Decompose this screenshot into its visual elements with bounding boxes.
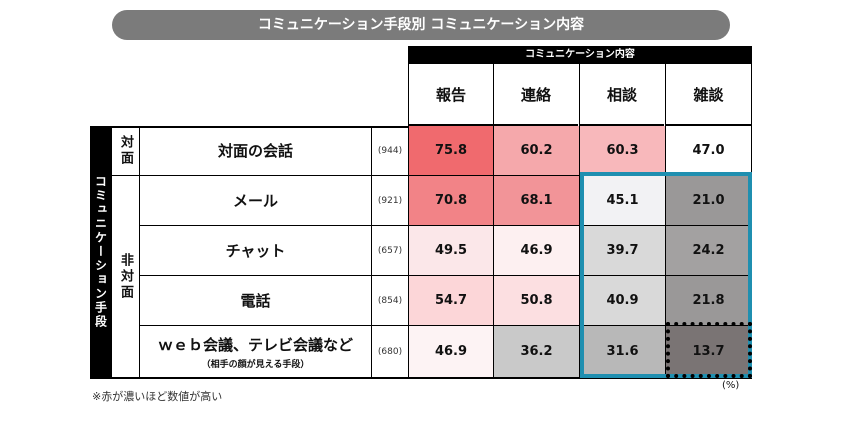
row-label: チャット bbox=[140, 226, 372, 276]
row-sample-count: (854) bbox=[372, 276, 408, 326]
column-header-contact: 連絡 bbox=[493, 64, 578, 126]
row-label-text: 対面の会話 bbox=[217, 142, 293, 160]
value-cell: 21.8 bbox=[665, 276, 752, 326]
value-cell: 54.7 bbox=[408, 276, 493, 326]
column-header-chat: 雑談 bbox=[665, 64, 752, 126]
row-label: ｗｅｂ会議、テレビ会議など （相手の顔が見える手段） bbox=[140, 326, 372, 378]
row-sample-count: (944) bbox=[372, 126, 408, 176]
value-cell: 68.1 bbox=[493, 176, 579, 226]
row-sample-count: (657) bbox=[372, 226, 408, 276]
footnote: ※赤が濃いほど数値が高い bbox=[92, 390, 223, 403]
row-sample-count: (921) bbox=[372, 176, 408, 226]
unit-label: (%) bbox=[722, 380, 740, 391]
row-label: メール bbox=[140, 176, 372, 226]
value-cell: 31.6 bbox=[579, 326, 665, 378]
header-band-communication-content: コミュニケーション内容 bbox=[408, 46, 752, 64]
vertical-label-communication-means: コミュニケーション手段 bbox=[90, 126, 112, 378]
row-label-text: メール bbox=[232, 192, 278, 210]
value-cell: 46.9 bbox=[408, 326, 493, 378]
row-label-text: ｗｅｂ会議、テレビ会議など bbox=[157, 335, 353, 354]
column-header-report: 報告 bbox=[408, 64, 493, 126]
value-cell: 75.8 bbox=[408, 126, 493, 176]
value-cell: 36.2 bbox=[493, 326, 579, 378]
value-cell: 47.0 bbox=[665, 126, 752, 176]
group-label-face: 対面 bbox=[112, 126, 140, 176]
row-label-text: 電話 bbox=[240, 292, 271, 310]
column-header-consult: 相談 bbox=[579, 64, 664, 126]
chart-title: コミュニケーション手段別 コミュニケーション内容 bbox=[112, 10, 730, 40]
value-cell: 49.5 bbox=[408, 226, 493, 276]
table-bottom-rule bbox=[90, 377, 752, 379]
value-cell: 21.0 bbox=[665, 176, 752, 226]
value-cell: 50.8 bbox=[493, 276, 579, 326]
value-cell: 60.2 bbox=[493, 126, 579, 176]
value-cell: 13.7 bbox=[665, 326, 752, 378]
row-label-text: チャット bbox=[225, 242, 286, 260]
value-cell: 45.1 bbox=[579, 176, 665, 226]
value-cell: 39.7 bbox=[579, 226, 665, 276]
value-cell: 60.3 bbox=[579, 126, 665, 176]
value-cell: 24.2 bbox=[665, 226, 752, 276]
row-label-subtext: （相手の顔が見える手段） bbox=[201, 359, 310, 370]
value-cell: 70.8 bbox=[408, 176, 493, 226]
group-label-nonface: 非対面 bbox=[112, 176, 140, 378]
value-cell: 46.9 bbox=[493, 226, 579, 276]
value-cell: 40.9 bbox=[579, 276, 665, 326]
row-sample-count: (680) bbox=[372, 326, 408, 378]
row-label: 電話 bbox=[140, 276, 372, 326]
row-label: 対面の会話 bbox=[140, 126, 372, 176]
